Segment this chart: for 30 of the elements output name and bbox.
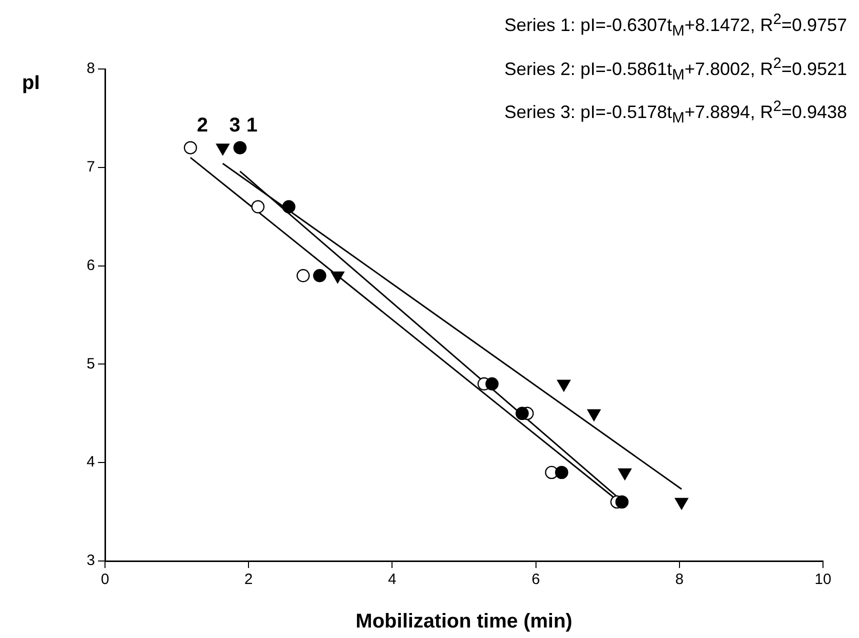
x-tick-label: 0 xyxy=(100,571,110,588)
annotation: Series 3: pI=-0.5178t$_{M}$+7.8894, R$^{2}$=0.9438 xyxy=(504,97,847,129)
point xyxy=(296,269,310,282)
text: Series 1: pI=-0.6307t$_{M}$+8.1472, R$^{2}$=0.9757 xyxy=(504,10,847,42)
y-axis-title: pI xyxy=(22,72,40,95)
series-label: 3 xyxy=(229,114,240,137)
x-tick-label: 10 xyxy=(814,571,832,588)
x-tick-label: 8 xyxy=(675,571,684,588)
point xyxy=(313,269,326,282)
point xyxy=(516,406,529,420)
y-tick-label: 4 xyxy=(86,454,95,471)
series-label: 1 xyxy=(246,114,258,137)
point xyxy=(615,495,629,509)
point xyxy=(555,466,568,480)
x-tick-label: 2 xyxy=(244,571,253,588)
point xyxy=(184,141,198,154)
point xyxy=(485,377,499,390)
y-tick-label: 5 xyxy=(86,355,95,372)
point xyxy=(251,200,265,214)
point xyxy=(282,200,296,214)
x-tick-label: 6 xyxy=(532,571,540,588)
y-tick-label: 7 xyxy=(86,158,95,176)
x-axis-title: Mobilization time (min) xyxy=(356,610,572,633)
x-tick-label: 4 xyxy=(388,571,396,588)
y-tick-label: 3 xyxy=(86,552,95,570)
y-tick-label: 6 xyxy=(86,256,95,274)
series-label: 2 xyxy=(196,114,208,137)
annotation: Series 2: pI=-0.5861t$_{M}$+7.8002, R$^{2}$=0.9521 xyxy=(504,54,847,86)
y-tick-label: 8 xyxy=(86,60,95,78)
point xyxy=(233,141,247,154)
